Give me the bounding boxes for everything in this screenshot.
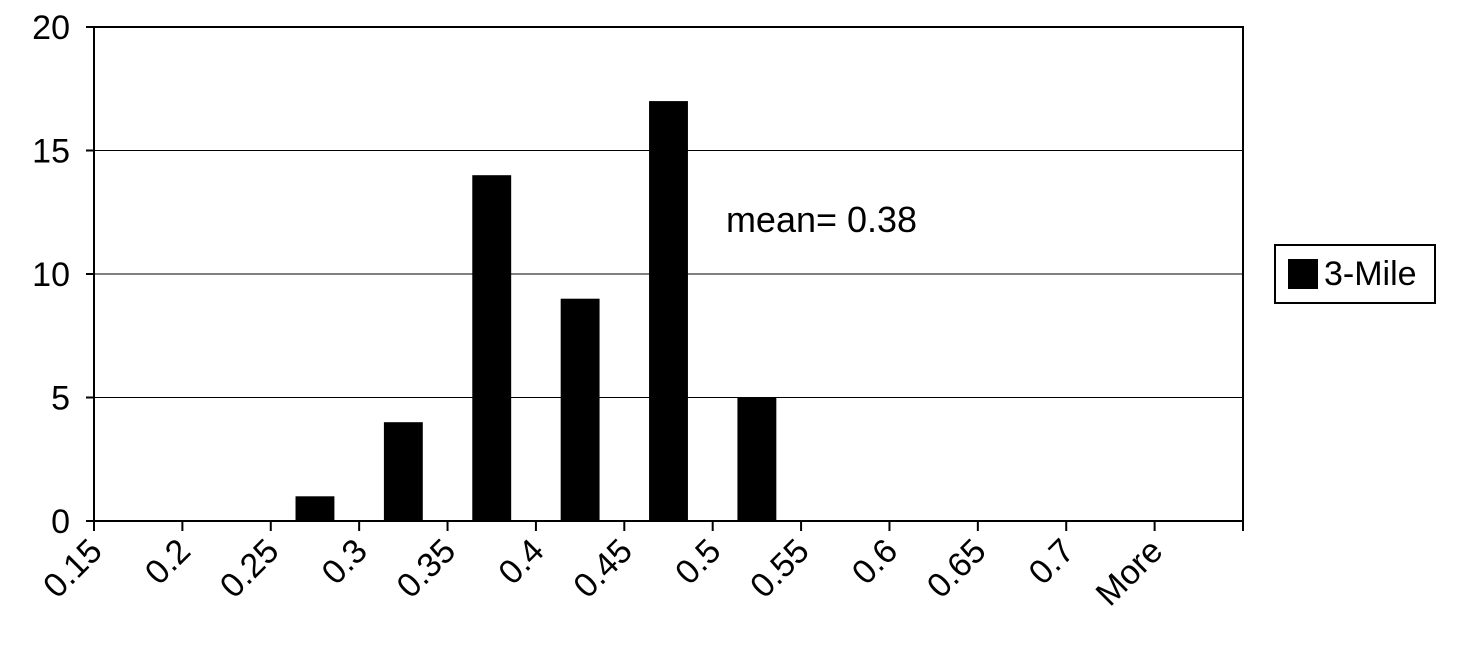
legend: 3-Mile	[1274, 244, 1436, 304]
x-tick-label: 0.45	[566, 532, 640, 606]
x-tick-label: 0.65	[920, 532, 994, 606]
x-tick-label: 0.3	[315, 532, 375, 592]
bar	[383, 422, 423, 521]
legend-swatch	[1288, 259, 1318, 289]
x-tick-label: 0.15	[36, 532, 110, 606]
bar	[737, 397, 777, 521]
y-axis: 0 5 10 15 20	[32, 9, 94, 541]
bar	[649, 101, 688, 521]
x-tick-label: 0.5	[668, 532, 728, 592]
y-tick-label: 5	[51, 380, 70, 418]
x-tick-label: 0.25	[213, 532, 287, 606]
legend-label: 3-Mile	[1324, 254, 1417, 293]
mean-annotation: mean= 0.38	[726, 199, 917, 240]
x-tick-label: 0.4	[491, 532, 551, 592]
bar	[295, 496, 335, 521]
x-tick-label: More	[1089, 532, 1171, 614]
x-axis: 0.15 0.2 0.25 0.3 0.35 0.4 0.45 0.5 0.55 0.6 0.65 0…	[36, 521, 1244, 614]
y-tick-label: 20	[32, 9, 70, 47]
x-tick-label: 0.2	[138, 532, 198, 592]
x-tick-label: 0.55	[743, 532, 817, 606]
y-tick-label: 15	[32, 133, 70, 171]
y-tick-label: 10	[32, 256, 70, 294]
x-tick-label: 0.35	[390, 532, 464, 606]
x-tick-label: 0.6	[845, 532, 905, 592]
bar	[472, 175, 512, 521]
bar	[560, 298, 600, 521]
x-tick-label: 0.7	[1022, 532, 1082, 592]
bars	[295, 101, 777, 521]
y-tick-label: 0	[51, 503, 70, 541]
